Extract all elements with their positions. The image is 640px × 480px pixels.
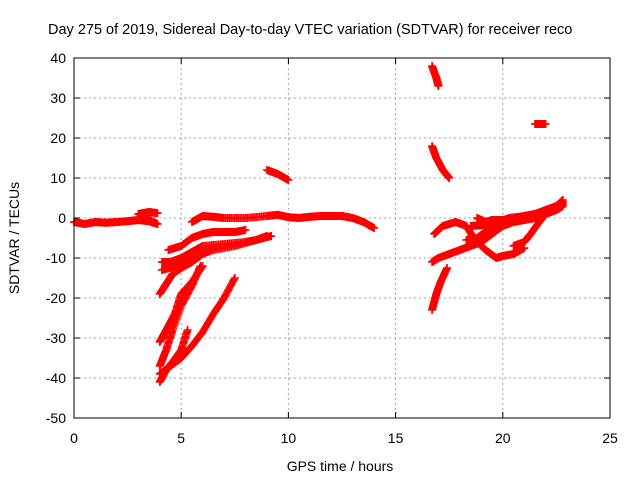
- series-band-0-4h: [70, 208, 162, 228]
- axis-ticks: 0 5 10 15 20 25 -50 -40 -30 -20 -10 0 10 20 30 40: [46, 50, 618, 446]
- data-point: [196, 262, 205, 270]
- data-point: [284, 176, 293, 184]
- series-arc-a: [164, 226, 250, 254]
- y-tick-label: -20: [46, 290, 66, 306]
- y-tick-label: -40: [46, 370, 66, 386]
- x-tick-label: 0: [70, 430, 78, 446]
- data-point: [229, 275, 238, 284]
- data-point: [558, 198, 567, 206]
- series-drop-2: [155, 262, 205, 370]
- data-point: [230, 274, 239, 282]
- data-point: [153, 209, 162, 218]
- data-point: [541, 120, 550, 128]
- data-point: [241, 226, 250, 234]
- plot-frame: [73, 57, 611, 419]
- x-tick-label: 20: [495, 430, 511, 446]
- x-tick-label: 5: [177, 430, 185, 446]
- series-small-22h: [530, 120, 550, 128]
- y-tick-label: -30: [46, 330, 66, 346]
- y-tick-label: 10: [50, 170, 66, 186]
- y-tick-label: -50: [46, 410, 66, 426]
- series-arc-d: [155, 244, 218, 298]
- series-arc-9h: [262, 166, 293, 184]
- data-point: [445, 174, 454, 182]
- series-high-17h: [428, 62, 443, 90]
- data-points: [70, 62, 567, 386]
- data-point: [183, 326, 192, 334]
- data-point: [209, 244, 218, 252]
- series-upper-18-23h: [466, 198, 567, 230]
- y-tick-label: 20: [50, 130, 66, 146]
- data-point: [267, 232, 276, 240]
- chart-title: Day 275 of 2019, Sidereal Day-to-day VTE…: [48, 22, 572, 38]
- data-point: [443, 264, 452, 272]
- series-arc-17-20h: [430, 218, 529, 262]
- y-axis-label: SDTVAR / TECUs: [6, 182, 22, 294]
- data-point: [370, 224, 379, 232]
- series-low-17h: [428, 264, 452, 314]
- series-band-5.5-14h: [187, 210, 379, 232]
- y-tick-label: 0: [58, 210, 66, 226]
- x-tick-label: 25: [602, 430, 618, 446]
- series-drop-4: [155, 274, 239, 378]
- series-mid-17h: [428, 142, 454, 182]
- x-tick-label: 15: [388, 430, 404, 446]
- x-tick-label: 10: [281, 430, 297, 446]
- data-point: [434, 82, 443, 90]
- y-tick-label: -10: [46, 250, 66, 266]
- x-axis-label: GPS time / hours: [287, 458, 394, 474]
- y-tick-label: 40: [50, 50, 66, 66]
- y-tick-label: 30: [50, 90, 66, 106]
